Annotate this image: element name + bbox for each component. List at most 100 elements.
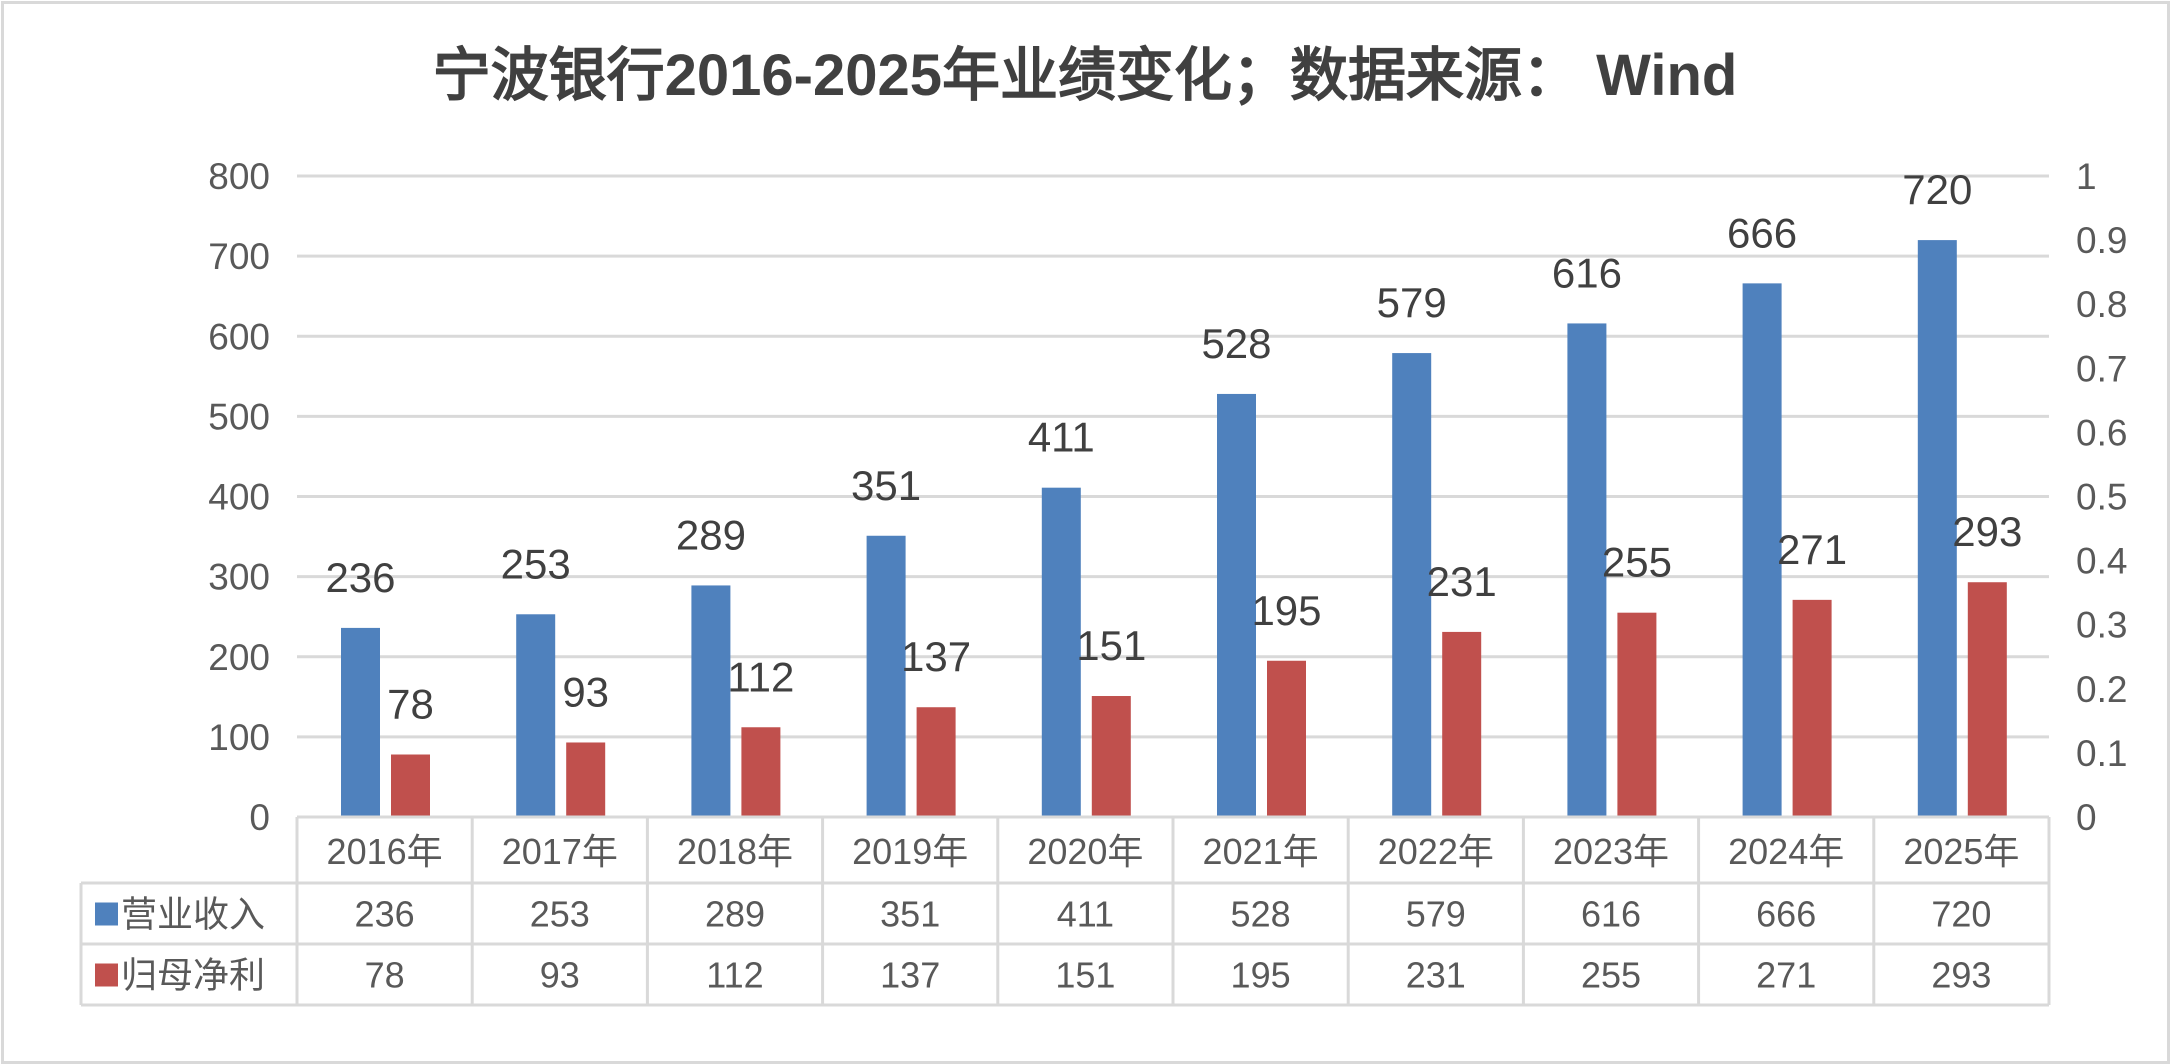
table-cell: 616 [1581,894,1641,935]
y2-tick-label: 0.5 [2076,477,2127,518]
y2-tick-label: 0.6 [2076,412,2127,453]
data-table: 2016年 2017年 2018年 2019年 2020年 2021年 2022年 2023年… [79,815,2051,1007]
category-label: 2017年 [502,831,618,872]
y2-tick-label: 1 [2076,156,2097,197]
bar-net-profit [916,707,956,817]
y2-tick-label: 0.3 [2076,605,2127,646]
table-cell: 271 [1756,955,1816,996]
series-name: 归母净利 [121,955,265,996]
table-cell: 351 [880,894,940,935]
category-label: 2018年 [677,831,793,872]
y2-tick-label: 0 [2076,797,2097,838]
y2-tick-label: 0.4 [2076,541,2127,582]
bar-net-profit [1792,599,1832,817]
bar-net-profit [1267,660,1306,817]
table-cell: 195 [1231,955,1291,996]
data-label-net-profit: 137 [901,633,971,680]
bar-net-profit [391,754,430,817]
data-labels: 236 253 289 351 411 528 579 616 666 720 78 93 112 137… [325,166,2022,727]
data-label-revenue: 666 [1727,209,1797,256]
bar-net-profit [1617,612,1657,817]
table-cell: 78 [365,955,405,996]
category-label: 2021年 [1203,831,1319,872]
category-label: 2024年 [1728,831,1844,872]
chart-title: 宁波银行2016-2025年业绩变化；数据来源： Wind [432,43,1738,108]
data-label-net-profit: 151 [1076,622,1146,669]
table-cell: 293 [1931,955,1991,996]
category-label: 2020年 [1027,831,1143,872]
y-tick-label: 400 [208,477,270,518]
bar-net-profit [1967,582,2007,817]
y2-tick-label: 0.7 [2076,348,2127,389]
legend-key-revenue [95,902,118,926]
bar-revenue [1567,323,1607,817]
bar-revenue [1392,353,1432,817]
data-label-net-profit: 271 [1777,526,1847,573]
bar-revenue [1917,240,1957,818]
data-label-revenue: 616 [1552,249,1622,296]
category-label: 2016年 [327,831,443,872]
bar-net-profit [741,727,781,817]
y-tick-label: 700 [208,236,270,277]
table-cell: 231 [1406,955,1466,996]
table-cell: 255 [1581,955,1641,996]
table-cell: 151 [1055,955,1115,996]
data-label-net-profit: 255 [1602,539,1672,586]
data-label-revenue: 289 [676,511,746,558]
y-tick-label: 600 [208,316,270,357]
bar-revenue [691,585,731,817]
bar-net-profit [566,742,606,817]
y-tick-label: 800 [208,156,270,197]
table-cell: 411 [1057,894,1114,935]
table-cell: 253 [530,894,590,935]
table-cell: 720 [1931,894,1991,935]
bar-net-profit [1091,696,1131,817]
data-label-net-profit: 195 [1251,587,1321,634]
category-label: 2023年 [1553,831,1669,872]
data-label-revenue: 351 [851,462,921,509]
category-label: 2022年 [1378,831,1494,872]
data-label-net-profit: 231 [1427,558,1497,605]
table-cell: 289 [705,894,765,935]
bar-revenue [1742,283,1782,817]
bar-revenue [341,627,380,817]
y2-tick-label: 0.1 [2076,733,2127,774]
category-label: 2025年 [1903,831,2019,872]
bar-revenue [516,614,556,817]
y2-tick-label: 0.9 [2076,220,2127,261]
y-tick-label: 300 [208,557,270,598]
gridlines [297,174,2049,739]
data-label-net-profit: 93 [562,668,609,715]
data-label-net-profit: 78 [387,681,434,728]
y-tick-label: 200 [208,637,270,678]
bar-net-profit [1442,631,1482,817]
y-axis-right: 0 0.1 0.2 0.3 0.4 0.5 0.6 0.7 0.8 0.9 1 [2076,156,2127,838]
data-label-revenue: 579 [1377,279,1447,326]
table-cell: 579 [1406,894,1466,935]
data-label-revenue: 411 [1028,414,1095,461]
data-label-net-profit: 293 [1952,508,2022,555]
data-label-revenue: 253 [501,540,571,587]
y-tick-label: 100 [208,717,270,758]
table-cell: 93 [540,955,580,996]
table-cell: 528 [1231,894,1291,935]
table-cell: 137 [880,955,940,996]
y-tick-label: 0 [249,797,270,838]
y2-tick-label: 0.2 [2076,669,2127,710]
category-label: 2019年 [852,831,968,872]
table-cell: 666 [1756,894,1816,935]
bar-revenue [1041,487,1081,817]
table-cell: 236 [355,894,415,935]
y2-tick-label: 0.8 [2076,284,2127,325]
y-axis-left: 0 100 200 300 400 500 600 700 800 [208,156,270,838]
bars [341,240,2007,818]
data-label-revenue: 528 [1201,320,1271,367]
data-label-revenue: 236 [325,554,395,601]
bar-revenue [866,535,906,817]
bar-revenue [1217,393,1256,817]
legend-key-net-profit [95,963,118,987]
data-label-revenue: 720 [1902,166,1972,213]
data-label-net-profit: 112 [727,653,794,700]
